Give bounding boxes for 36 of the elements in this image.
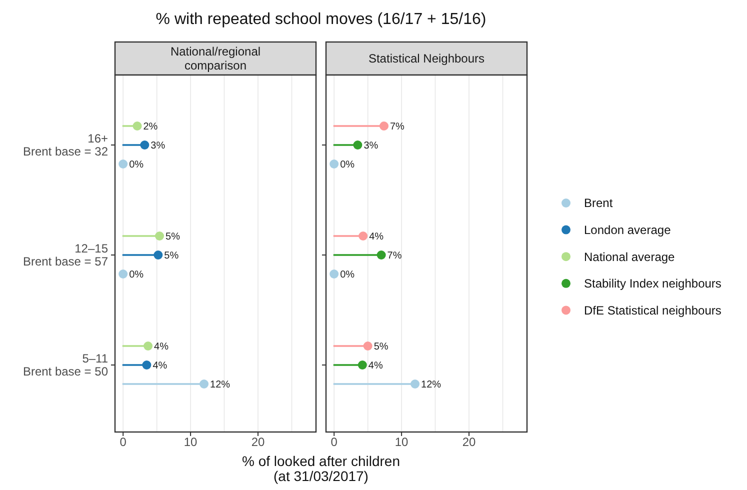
legend-label: Brent [584,196,614,210]
y-tick-label: 12–15 Brent base = 57 [22,242,108,269]
x-tick-label: 20 [462,435,476,449]
x-tick-label: 0 [120,435,127,449]
data-label: 5% [374,342,388,352]
legend-label: London average [584,223,672,237]
legend-label: National average [584,250,676,264]
data-label: 4% [368,360,383,372]
chart-subtitle: National/regional comparison [170,44,261,73]
data-label: 4% [152,360,168,372]
data-label: 12% [421,380,442,390]
y-tick-label: 16+ Brent base = 32 [22,132,108,159]
data-label: 4% [154,342,169,352]
legend-label: Stability Index neighbours [584,276,722,291]
x-tick-label: 20 [251,435,265,449]
data-label: 0% [340,270,355,280]
data-label: 7% [387,250,402,262]
x-tick-label: 10 [184,435,198,449]
data-label: 4% [369,232,384,242]
y-tick-label: 5–11 Brent base = 50 [22,352,108,379]
data-label: 2% [143,122,158,132]
chart-title: % with repeated school moves (16/17 + 15/16) [156,11,486,28]
data-label: 3% [364,140,378,152]
data-label: 7% [390,122,405,132]
data-label: 12% [210,380,230,390]
data-label: 3% [150,140,166,152]
data-label: 0% [340,160,355,170]
x-axis-title: % of looked after children (at 31/03/2017) [242,453,400,484]
x-tick-label: 0 [330,435,338,449]
chart-subtitle: Statistical Neighbours [368,52,485,66]
data-label: 0% [129,160,144,170]
legend-label: DfE Statistical neighbours [584,303,722,318]
data-label: 5% [164,250,179,262]
data-label: 0% [129,270,144,280]
x-tick-label: 10 [394,435,409,449]
data-label: 5% [166,232,180,242]
